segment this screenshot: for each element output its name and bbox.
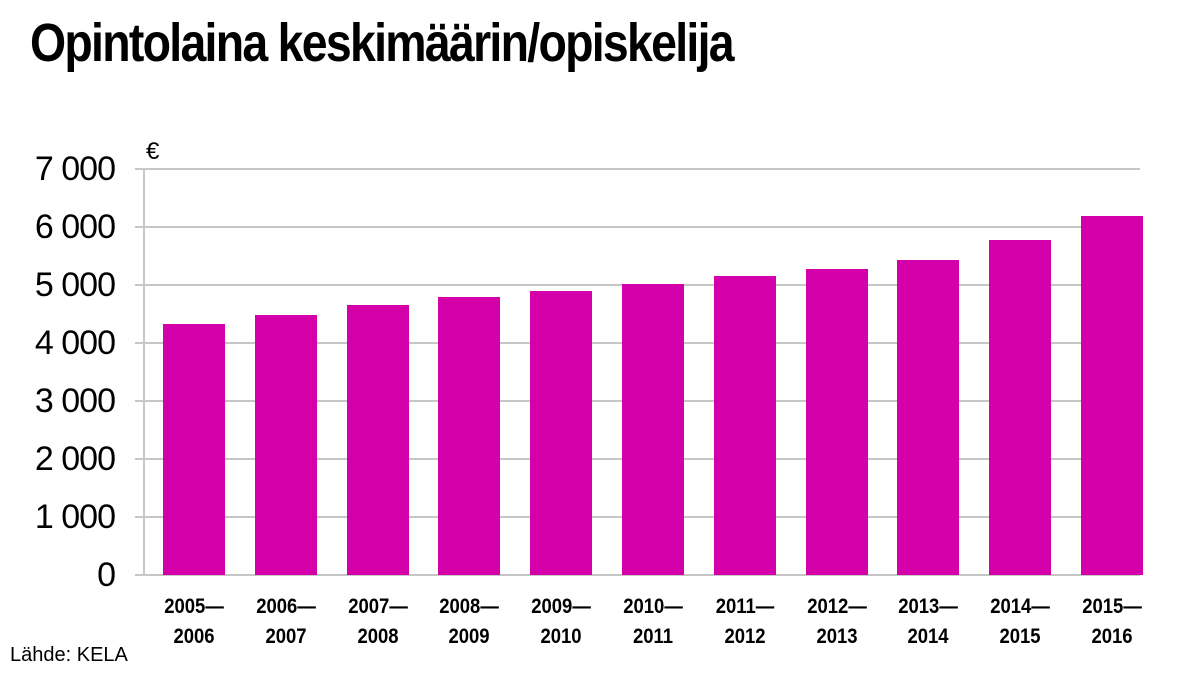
x-tick-label-line: 2010 — [540, 625, 582, 648]
bar — [622, 283, 684, 575]
y-axis-line — [143, 169, 145, 576]
x-tick-label: 2005— 2006 — [154, 592, 235, 652]
y-tick-label: 4 000 — [34, 324, 116, 362]
source-note: Lähde: KELA — [10, 644, 128, 666]
x-tick-label: 2014— 2015 — [980, 592, 1061, 652]
bar — [989, 240, 1052, 575]
x-tick-label-line: 2012— — [806, 595, 867, 618]
gridline — [135, 226, 1140, 228]
bar — [346, 305, 409, 575]
gridline — [135, 168, 1140, 170]
x-tick-label: 2007— 2008 — [337, 592, 418, 652]
bar — [1081, 215, 1143, 575]
x-tick-label-line: 2011— — [715, 595, 775, 618]
y-tick-label: 0 — [97, 556, 116, 594]
x-tick-label-line: 2014— — [990, 595, 1050, 618]
bar — [254, 315, 317, 575]
y-tick-label: 5 000 — [34, 266, 116, 304]
x-tick-label-line: 2006— — [256, 595, 316, 618]
chart-title: Opintolaina keskimäärin/opiskelija — [30, 13, 735, 73]
x-tick-label-line: 2015— — [1082, 595, 1142, 618]
x-tick-label: 2015— 2016 — [1072, 592, 1153, 652]
x-tick-label-line: 2012 — [724, 625, 766, 648]
x-tick-label-line: 2015 — [999, 625, 1041, 648]
x-tick-label-line: 2011 — [632, 625, 674, 648]
y-tick-label: 6 000 — [34, 208, 116, 246]
x-tick-label-line: 2013— — [898, 595, 959, 618]
x-tick-label-line: 2014 — [907, 625, 949, 648]
y-axis-unit: € — [146, 138, 160, 165]
x-tick-label-line: 2008 — [357, 625, 399, 648]
y-tick-label: 7 000 — [34, 150, 116, 188]
x-tick-label-line: 2007 — [265, 625, 307, 648]
x-tick-label: 2008— 2009 — [429, 592, 510, 652]
x-tick-label-line: 2013 — [816, 625, 858, 648]
x-tick-label-line: 2010— — [623, 595, 683, 618]
y-tick-label: 2 000 — [34, 440, 116, 478]
x-tick-label-line: 2007— — [347, 595, 408, 618]
bar — [713, 276, 776, 575]
x-tick-label: 2010— 2011 — [613, 592, 694, 652]
x-tick-label: 2006— 2007 — [245, 592, 326, 652]
x-tick-label-line: 2016 — [1091, 625, 1133, 648]
bar — [438, 296, 501, 575]
x-tick-label-line: 2009 — [448, 625, 490, 648]
bar — [530, 291, 593, 575]
x-tick-label: 2009— 2010 — [521, 592, 602, 652]
x-tick-label-line: 2006 — [173, 625, 215, 648]
bar — [163, 323, 225, 575]
x-tick-label-line: 2009— — [531, 595, 591, 618]
x-axis-line — [135, 574, 1140, 576]
bar — [897, 260, 960, 575]
x-tick-label: 2013— 2014 — [888, 592, 969, 652]
bar — [805, 268, 868, 575]
x-tick-label: 2012— 2013 — [796, 592, 877, 652]
x-tick-label-line: 2005— — [164, 595, 224, 618]
x-tick-label: 2011— 2012 — [704, 592, 785, 652]
x-tick-label-line: 2008— — [439, 595, 500, 618]
y-tick-label: 3 000 — [34, 382, 116, 420]
y-tick-label: 1 000 — [34, 498, 116, 536]
